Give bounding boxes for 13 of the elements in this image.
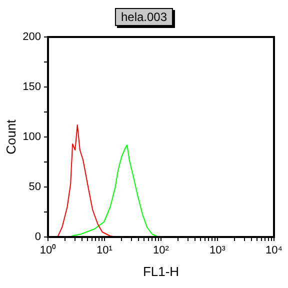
- chart-title: hela.003: [114, 8, 174, 26]
- x-tick-label: 10⁰: [40, 244, 56, 257]
- y-tick-label: 0: [34, 231, 41, 244]
- x-axis-title: FL1-H: [142, 264, 180, 279]
- y-tick-label: 150: [22, 81, 41, 94]
- x-tick-label: 10¹: [96, 244, 113, 257]
- x-tick-label: 10⁴: [266, 244, 283, 257]
- y-axis-title: Count: [3, 119, 18, 154]
- x-tick-label: 10²: [153, 244, 170, 257]
- y-tick-label: 100: [22, 131, 41, 144]
- y-tick-label: 200: [22, 31, 41, 44]
- x-tick-label: 10³: [210, 244, 226, 257]
- y-tick-label: 50: [28, 181, 41, 194]
